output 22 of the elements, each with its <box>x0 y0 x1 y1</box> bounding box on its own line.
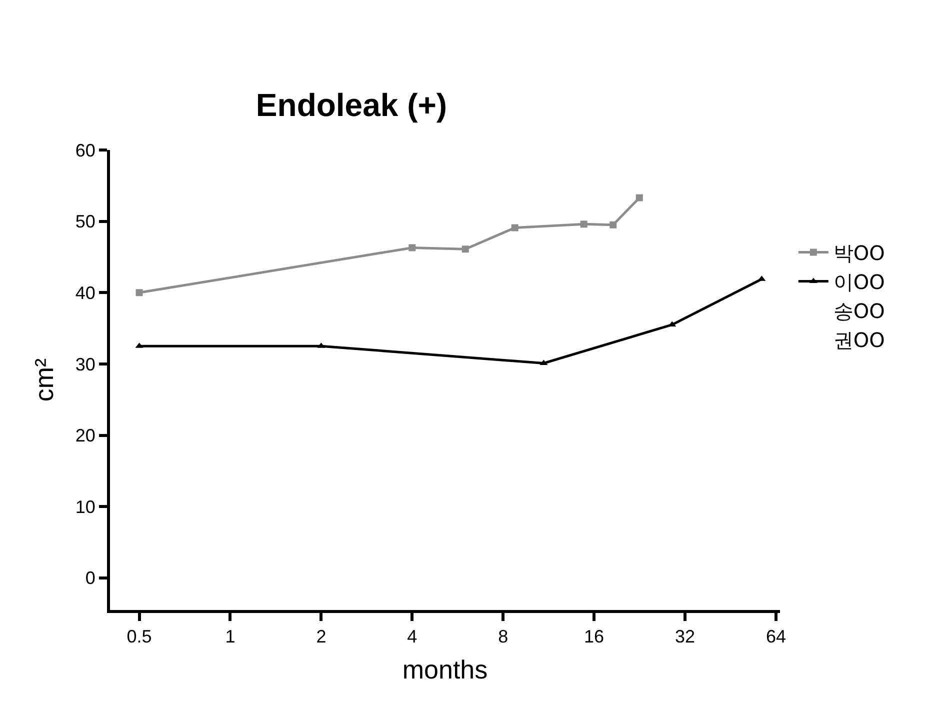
text: 권OO <box>833 328 885 352</box>
chart-title: Endoleak (+) <box>256 87 448 123</box>
x-tick-label: 0.5 <box>126 626 152 647</box>
x-tick-label: 4 <box>407 626 418 647</box>
x-tick-label: 16 <box>584 626 604 647</box>
y-tick-label: 60 <box>75 140 96 160</box>
y-tick-label: 40 <box>75 282 96 303</box>
x-axis-title: months <box>402 654 488 684</box>
y-tick-label: 20 <box>75 426 96 446</box>
x-tick-label: 32 <box>674 626 696 647</box>
x-tick-label: 8 <box>498 626 508 647</box>
text: 송OO <box>833 299 885 324</box>
y-axis-title: cm² <box>28 358 59 402</box>
y-tick-label: 10 <box>75 496 96 517</box>
x-tick-label: 64 <box>766 626 786 647</box>
x-tick-label: 2 <box>316 626 326 647</box>
legend-label: 박OO <box>833 241 885 266</box>
y-tick-label: 0 <box>85 568 96 588</box>
y-tick-label: 50 <box>75 212 96 232</box>
legend-label: 이OO <box>833 270 885 294</box>
x-tick-label: 1 <box>225 626 236 647</box>
y-tick-label: 30 <box>75 354 96 374</box>
